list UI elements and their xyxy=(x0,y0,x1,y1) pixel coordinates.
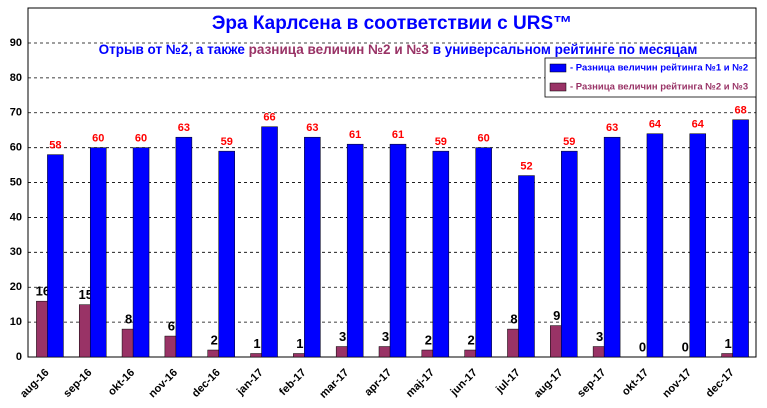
value-label: 59 xyxy=(221,136,233,148)
value-label: 59 xyxy=(563,136,575,148)
value-label: 66 xyxy=(263,112,275,124)
x-tick-label: dec-16 xyxy=(190,367,223,400)
bar xyxy=(89,147,107,358)
y-tick-label: 30 xyxy=(10,246,22,258)
x-tick-label: nov-17 xyxy=(660,367,694,401)
x-tick-label: nov-16 xyxy=(146,367,180,401)
value-label: 3 xyxy=(339,329,346,344)
value-label: 15 xyxy=(79,287,93,302)
y-tick-label: 90 xyxy=(10,37,22,49)
legend-swatch xyxy=(549,82,567,92)
value-label: 58 xyxy=(49,140,61,152)
value-label: 6 xyxy=(168,319,175,334)
bar xyxy=(132,147,150,358)
value-label: 60 xyxy=(478,133,490,145)
x-tick-label: jan-17 xyxy=(234,367,266,399)
bar xyxy=(475,147,492,358)
chart-title: Эра Карлсена в соответствии с URS™ xyxy=(212,13,572,34)
subtitle-part: в универсальном рейтинге по месяцам xyxy=(429,42,697,57)
chart-subtitle: Отрыв от №2, а также разница величин №2 … xyxy=(99,42,698,57)
subtitle-part: разница величин №2 и №3 xyxy=(249,42,430,57)
value-label: 1 xyxy=(253,336,260,351)
y-tick-label: 70 xyxy=(10,107,22,119)
value-label: 0 xyxy=(639,339,646,354)
value-label: 16 xyxy=(36,284,50,299)
legend-box xyxy=(544,57,757,98)
value-label: 3 xyxy=(596,329,603,344)
x-tick-label: apr-17 xyxy=(362,367,394,399)
y-tick-label: 40 xyxy=(10,211,22,223)
bar xyxy=(218,150,235,358)
value-label: 63 xyxy=(606,122,618,134)
y-tick-label: 20 xyxy=(10,281,22,293)
x-tick-label: maj-17 xyxy=(404,367,437,400)
value-label: 61 xyxy=(349,129,361,141)
value-label: 2 xyxy=(211,332,218,347)
legend-label: - Разница величин рейтинга №2 и №3 xyxy=(570,82,748,93)
x-tick-label: jul-17 xyxy=(493,367,523,397)
value-label: 61 xyxy=(392,129,404,141)
value-label: 63 xyxy=(306,122,318,134)
bar xyxy=(732,119,749,358)
bar xyxy=(389,143,407,358)
value-label: 68 xyxy=(734,105,746,117)
bar xyxy=(561,150,578,358)
value-label: 3 xyxy=(382,329,389,344)
value-label: 64 xyxy=(649,119,662,131)
value-label: 60 xyxy=(92,133,104,145)
bar xyxy=(346,143,364,358)
bar xyxy=(261,126,278,358)
x-tick-label: sep-17 xyxy=(575,367,608,400)
bar xyxy=(175,136,193,358)
x-tick-label: okt-17 xyxy=(620,367,651,398)
bar xyxy=(432,150,450,358)
x-tick-label: feb-17 xyxy=(277,367,308,398)
value-label: 64 xyxy=(692,119,705,131)
value-label: 63 xyxy=(178,122,190,134)
value-label: 60 xyxy=(135,133,147,145)
x-tick-label: dec-17 xyxy=(704,367,737,400)
value-label: 8 xyxy=(125,312,132,327)
y-tick-label: 80 xyxy=(10,72,22,84)
x-tick-label: aug-17 xyxy=(532,367,566,401)
y-tick-label: 50 xyxy=(10,176,22,188)
value-label: 0 xyxy=(682,339,689,354)
value-label: 9 xyxy=(553,308,560,323)
bar xyxy=(47,154,64,358)
value-label: 2 xyxy=(425,332,432,347)
value-label: 1 xyxy=(296,336,303,351)
value-label: 52 xyxy=(520,160,532,172)
bar xyxy=(518,175,535,358)
x-tick-label: jun-17 xyxy=(448,367,480,399)
x-tick-label: aug-16 xyxy=(18,367,52,401)
bar xyxy=(689,133,707,358)
x-tick-label: mar-17 xyxy=(317,367,351,401)
subtitle-part: Отрыв от №2, а также xyxy=(99,42,249,57)
value-label: 59 xyxy=(435,136,447,148)
y-tick-label: 60 xyxy=(10,142,22,154)
x-tick-label: sep-16 xyxy=(61,367,94,400)
y-tick-label: 0 xyxy=(16,351,22,363)
value-label: 8 xyxy=(510,312,517,327)
bar xyxy=(603,136,621,358)
bar xyxy=(304,136,321,358)
legend-swatch xyxy=(549,63,567,73)
value-label: 2 xyxy=(468,332,475,347)
value-label: 1 xyxy=(724,336,731,351)
x-tick-label: okt-16 xyxy=(106,367,137,398)
legend-label: - Разница величин рейтинга №1 и №2 xyxy=(570,63,748,74)
bar xyxy=(646,133,664,358)
y-tick-label: 10 xyxy=(10,316,22,328)
